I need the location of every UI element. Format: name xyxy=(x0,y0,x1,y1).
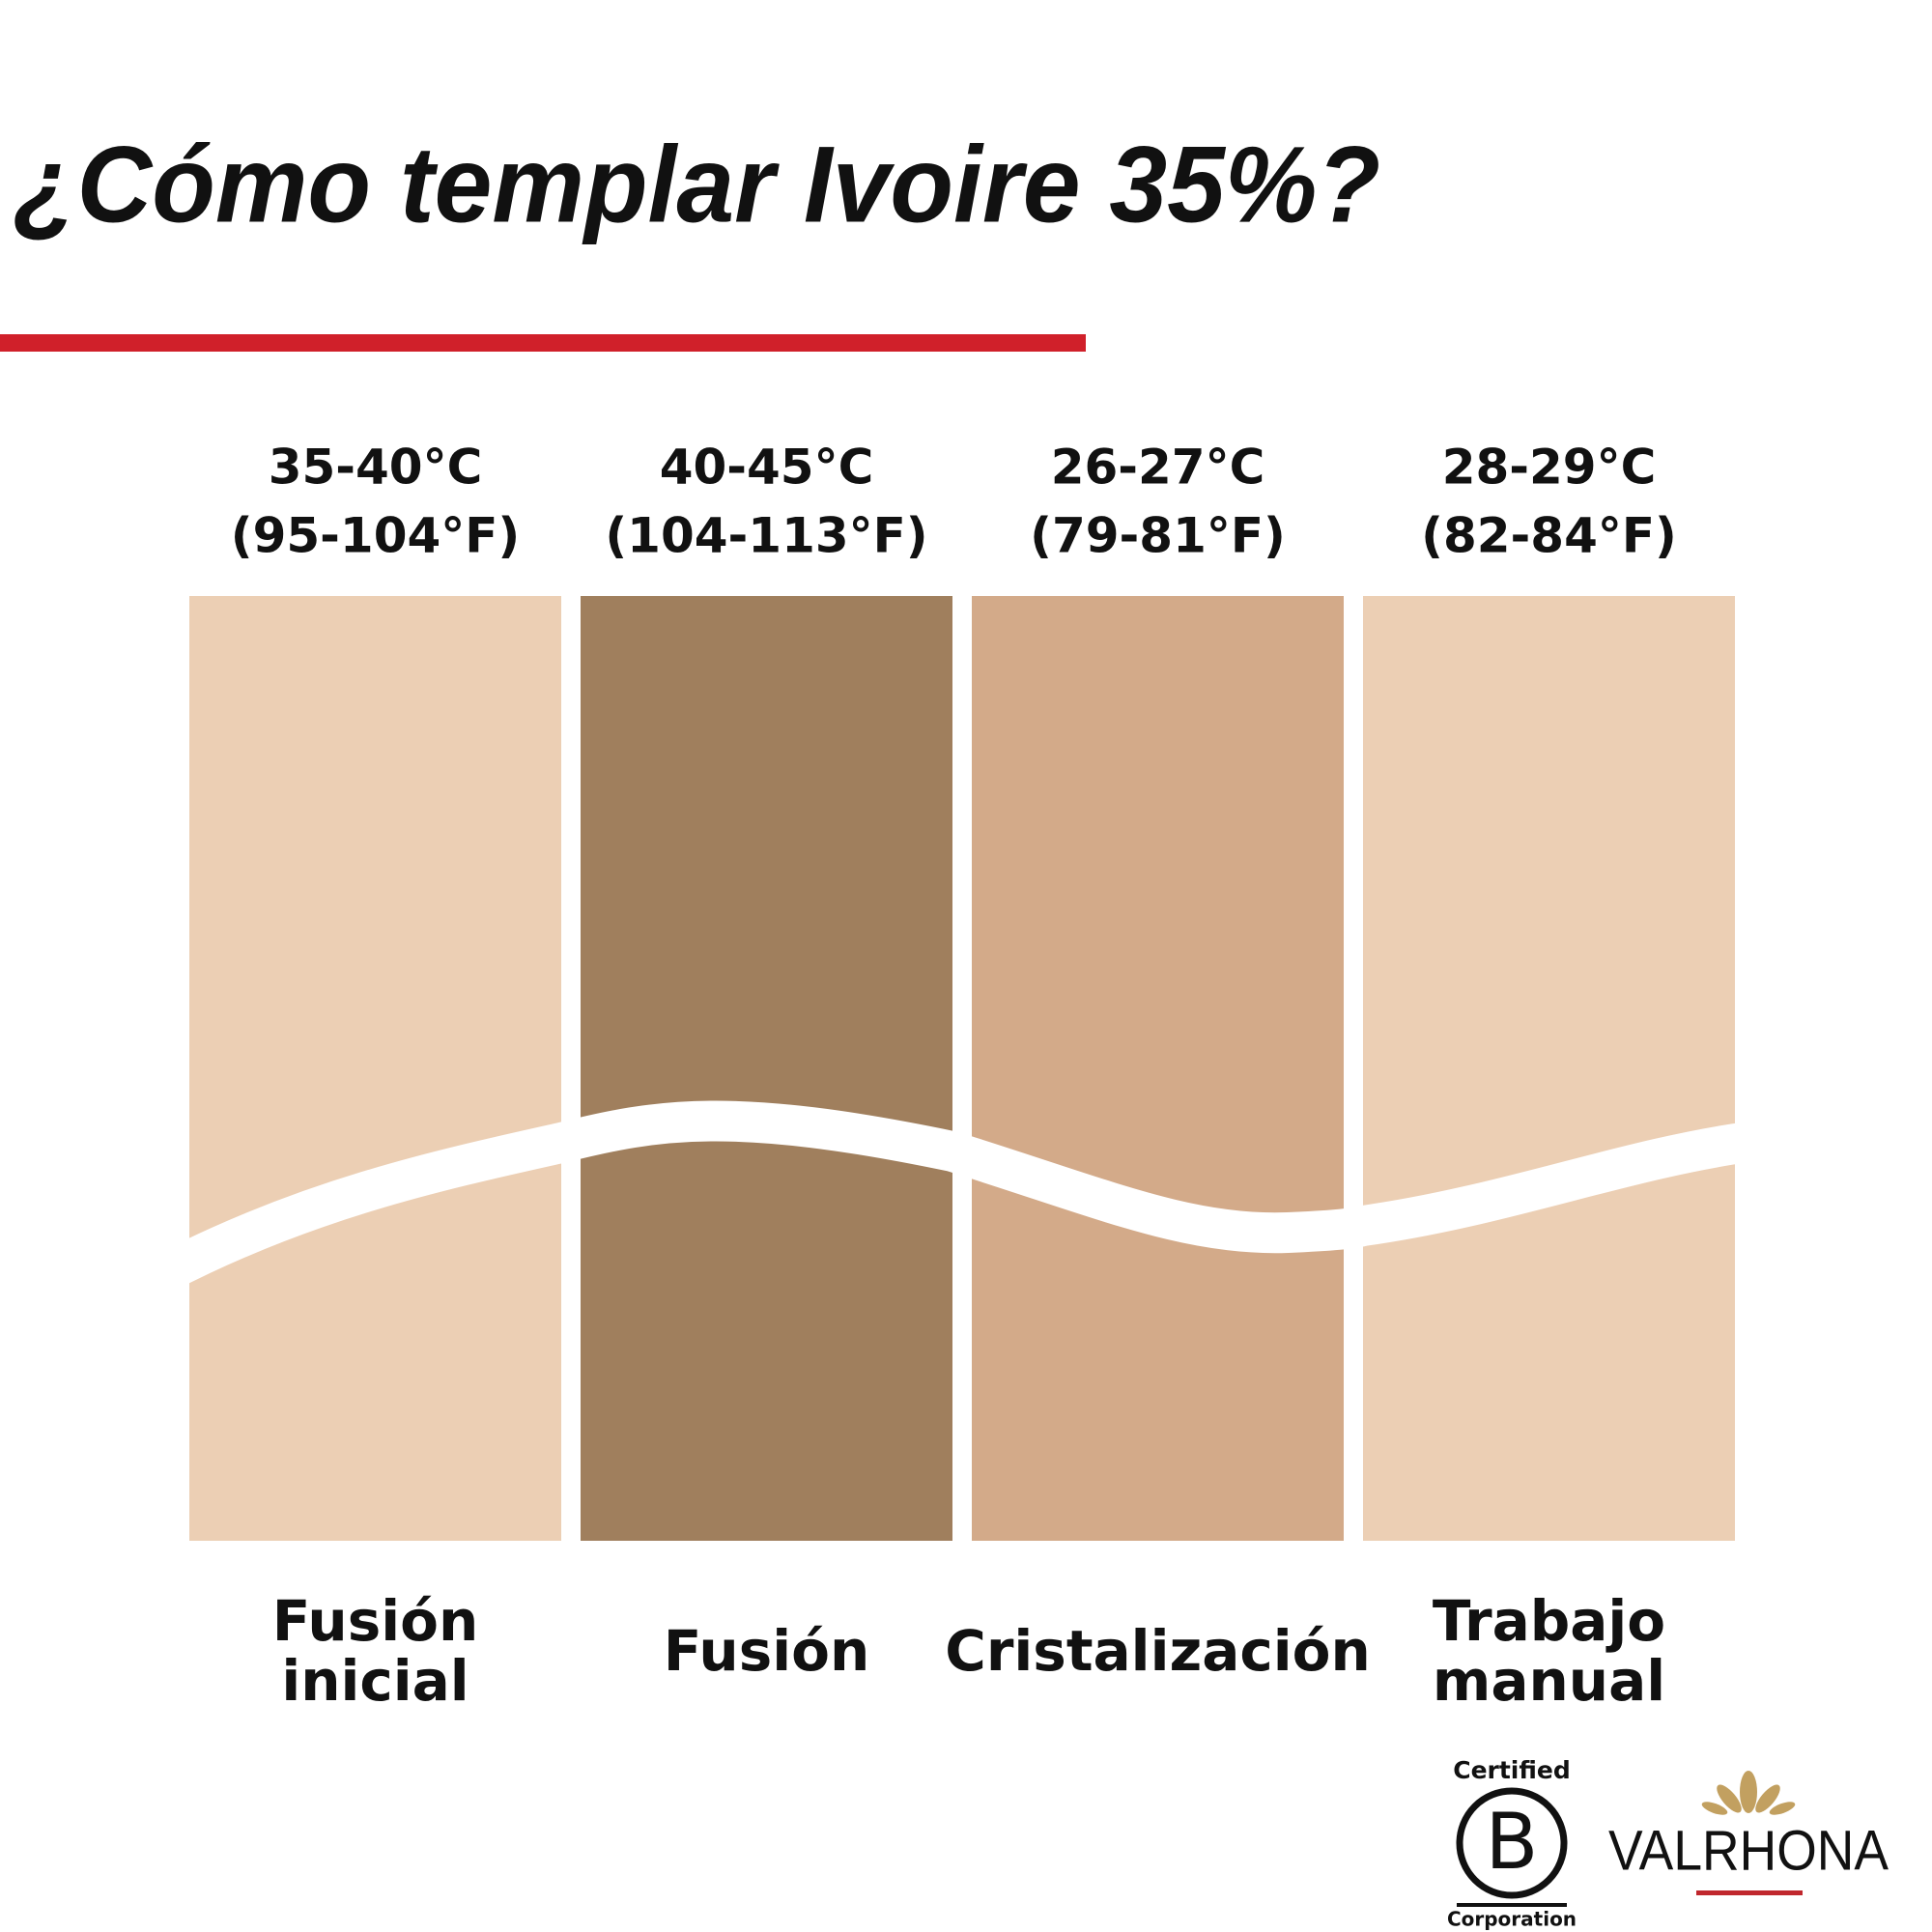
temp-celsius: 40-45°C xyxy=(660,440,874,496)
temp-fahrenheit: (95-104°F) xyxy=(231,508,521,564)
temp-celsius: 26-27°C xyxy=(1051,440,1265,496)
valrhona-logo: VALRHONA xyxy=(1608,1771,1889,1895)
steps: 35-40°C(95-104°F)Fusióninicial40-45°C(10… xyxy=(189,440,1735,1714)
temp-celsius: 35-40°C xyxy=(269,440,483,496)
b-corp-circle xyxy=(1456,1787,1568,1899)
step-label: Trabajo xyxy=(1433,1588,1665,1654)
b-corp-rule xyxy=(1457,1903,1567,1907)
b-corp-logo: Certified B Corporation xyxy=(1447,1756,1577,1931)
b-corp-bottom: Corporation xyxy=(1447,1908,1577,1931)
temp-fahrenheit: (104-113°F) xyxy=(605,508,927,564)
step-label: Fusión xyxy=(664,1618,870,1684)
title-underline xyxy=(0,334,1086,352)
step-panel xyxy=(972,596,1344,1541)
step-panel xyxy=(581,596,952,1541)
step-label: inicial xyxy=(281,1648,469,1714)
step-label: Fusión xyxy=(272,1588,479,1654)
gap xyxy=(561,580,581,1555)
temp-fahrenheit: (79-81°F) xyxy=(1030,508,1286,564)
wave-divider xyxy=(155,1100,1751,1292)
step-panel xyxy=(189,596,561,1541)
brand-underline xyxy=(1696,1890,1803,1895)
b-corp-letter: B xyxy=(1486,1797,1539,1887)
step-label: manual xyxy=(1433,1648,1665,1714)
temp-celsius: 28-29°C xyxy=(1442,440,1657,496)
brand: VALRHONA xyxy=(1608,1819,1889,1882)
temp-fahrenheit: (82-84°F) xyxy=(1421,508,1677,564)
valrhona-emblem xyxy=(1701,1771,1796,1815)
step-panel xyxy=(1363,596,1735,1541)
step-label: Cristalización xyxy=(945,1618,1371,1684)
b-corp-top: Certified xyxy=(1453,1756,1571,1784)
title: ¿Cómo templar Ivoire 35%? xyxy=(14,125,1380,245)
